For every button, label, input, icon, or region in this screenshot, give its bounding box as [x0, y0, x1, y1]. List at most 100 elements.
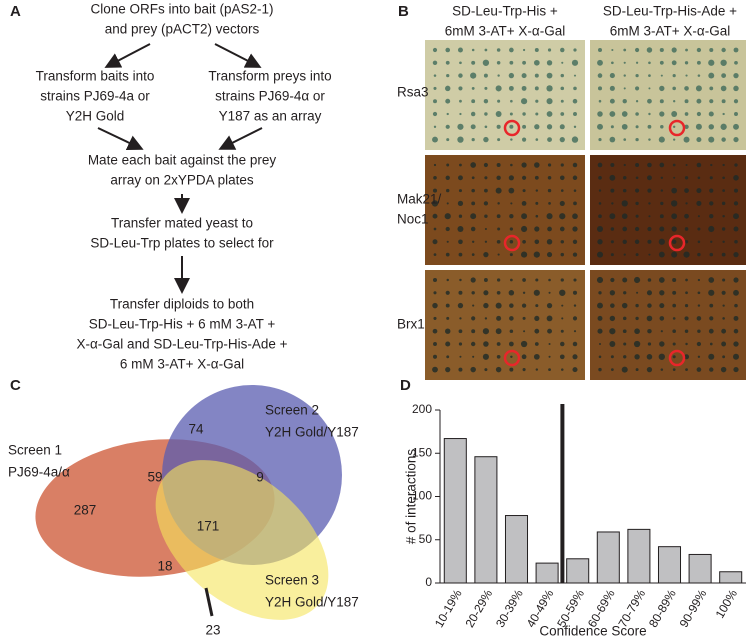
- colony: [508, 290, 515, 296]
- colony: [547, 176, 552, 180]
- colony: [508, 175, 514, 181]
- colony: [573, 86, 577, 91]
- colony: [521, 201, 527, 206]
- colony: [623, 138, 627, 141]
- colony: [609, 98, 615, 104]
- flow-step: array on 2xYPDA plates: [110, 173, 254, 188]
- colony: [635, 253, 639, 257]
- colony: [495, 85, 502, 92]
- colony: [610, 227, 615, 231]
- colony: [598, 355, 602, 359]
- colony: [635, 162, 640, 168]
- colony: [722, 317, 725, 320]
- colony: [470, 111, 476, 117]
- colony: [533, 353, 540, 360]
- colony: [635, 112, 639, 116]
- colony: [734, 163, 738, 167]
- flow-step: Transfer diploids to both: [110, 297, 254, 312]
- colony: [671, 251, 678, 258]
- flow-step: 6 mM 3-AT+ X-α-Gal: [120, 357, 244, 372]
- colony: [535, 214, 539, 218]
- colony: [697, 240, 701, 244]
- bar-chart: D # of interactions Confidence Score 0 50 100…: [400, 377, 746, 639]
- colony: [572, 367, 578, 373]
- colony: [597, 239, 603, 245]
- colony: [560, 329, 564, 333]
- colony: [483, 98, 489, 104]
- colony: [709, 303, 714, 308]
- colony: [495, 302, 502, 309]
- colony: [697, 291, 701, 295]
- colony: [433, 253, 437, 256]
- column-header: SD-Leu-Trp-His-Ade +: [603, 4, 737, 19]
- colony: [635, 214, 639, 218]
- colony: [445, 226, 450, 232]
- colony: [572, 162, 578, 168]
- colony: [634, 239, 640, 245]
- colony: [535, 138, 539, 141]
- colony: [696, 188, 702, 194]
- colony: [684, 124, 689, 129]
- colony: [647, 239, 652, 244]
- colony: [609, 290, 616, 296]
- colony: [484, 240, 488, 243]
- colony: [684, 354, 690, 360]
- colony: [509, 124, 514, 129]
- colony: [647, 342, 652, 346]
- colony: [659, 226, 665, 232]
- colony: [471, 329, 476, 334]
- colony: [633, 340, 641, 348]
- colony: [733, 123, 739, 130]
- colony: [535, 304, 539, 308]
- colony: [623, 87, 626, 90]
- colony: [685, 368, 688, 371]
- colony: [561, 368, 564, 371]
- colony: [733, 353, 739, 360]
- colony: [483, 251, 489, 258]
- colony: [722, 214, 725, 218]
- colony: [647, 162, 652, 168]
- colony: [709, 176, 713, 180]
- bar: [566, 558, 590, 584]
- colony: [472, 304, 475, 307]
- colony: [647, 124, 652, 129]
- plate: [425, 40, 585, 150]
- colony: [684, 303, 689, 308]
- colony: [721, 201, 726, 206]
- colony: [546, 111, 553, 117]
- colony: [684, 213, 689, 219]
- colony: [534, 162, 540, 168]
- colony: [634, 328, 640, 335]
- colony: [483, 278, 488, 282]
- colony: [722, 278, 726, 282]
- colony: [672, 125, 676, 128]
- colony: [572, 290, 578, 295]
- colony: [559, 289, 566, 296]
- colony: [635, 47, 640, 53]
- colony: [534, 175, 539, 180]
- colony: [547, 163, 552, 167]
- colony: [509, 112, 513, 116]
- colony: [734, 60, 738, 65]
- colony: [496, 342, 501, 346]
- colony: [609, 213, 616, 220]
- plate: [425, 270, 585, 380]
- colony: [709, 252, 714, 257]
- colony: [659, 316, 665, 321]
- colony: [573, 304, 577, 307]
- colony: [497, 99, 501, 103]
- colony: [609, 73, 615, 79]
- colony: [508, 341, 514, 347]
- colony: [597, 328, 603, 334]
- colony: [458, 214, 463, 218]
- colony: [431, 200, 439, 207]
- colony: [598, 214, 602, 219]
- colony: [683, 251, 690, 258]
- colony: [520, 340, 528, 348]
- colony: [659, 303, 665, 309]
- colony: [546, 124, 553, 130]
- colony: [697, 215, 700, 218]
- colony: [445, 124, 450, 129]
- highlight-circle: [668, 119, 686, 137]
- colony: [495, 111, 502, 117]
